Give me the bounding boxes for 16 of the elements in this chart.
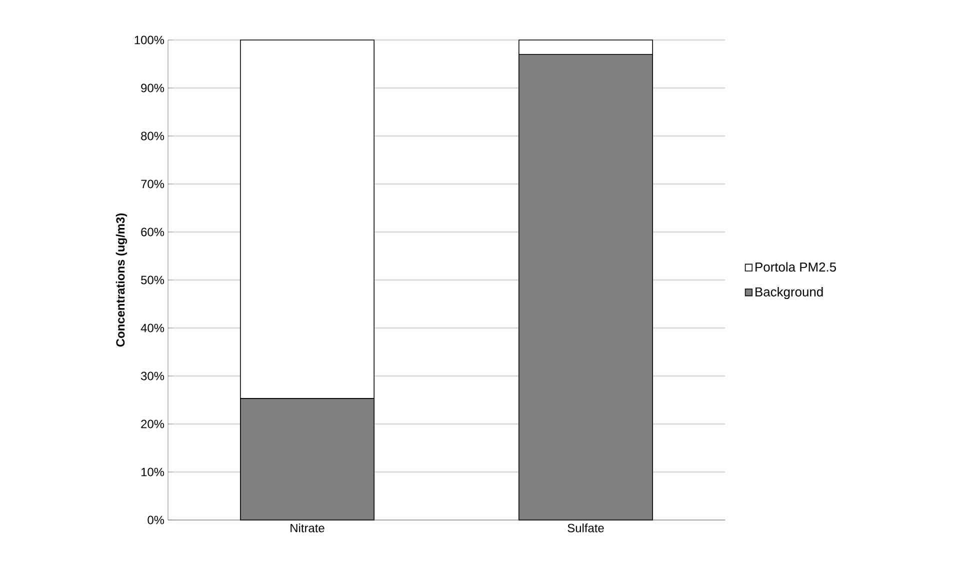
y-tick-label: 60% — [141, 228, 164, 236]
legend-label: Background — [756, 286, 823, 300]
x-tick-label: Nitrate — [290, 524, 324, 532]
legend-label: Portola PM2.5 — [756, 262, 836, 272]
y-tick-label: 0% — [148, 516, 164, 524]
y-tick-label: 50% — [141, 276, 164, 284]
y-tick-label: 30% — [141, 372, 164, 380]
y-tick-label: 20% — [141, 420, 164, 428]
y-tick-label: 40% — [140, 324, 164, 332]
x-tick-label: Sulfate — [568, 524, 604, 532]
y-tick-label: 10% — [141, 468, 164, 476]
y-tick-label: 100% — [134, 36, 164, 44]
y-tick-label: 70% — [141, 180, 164, 188]
y-tick-label: 80% — [141, 132, 164, 140]
y-axis-title: Concentrations (ug/m3) — [116, 214, 128, 347]
y-tick-label: 90% — [141, 84, 164, 92]
